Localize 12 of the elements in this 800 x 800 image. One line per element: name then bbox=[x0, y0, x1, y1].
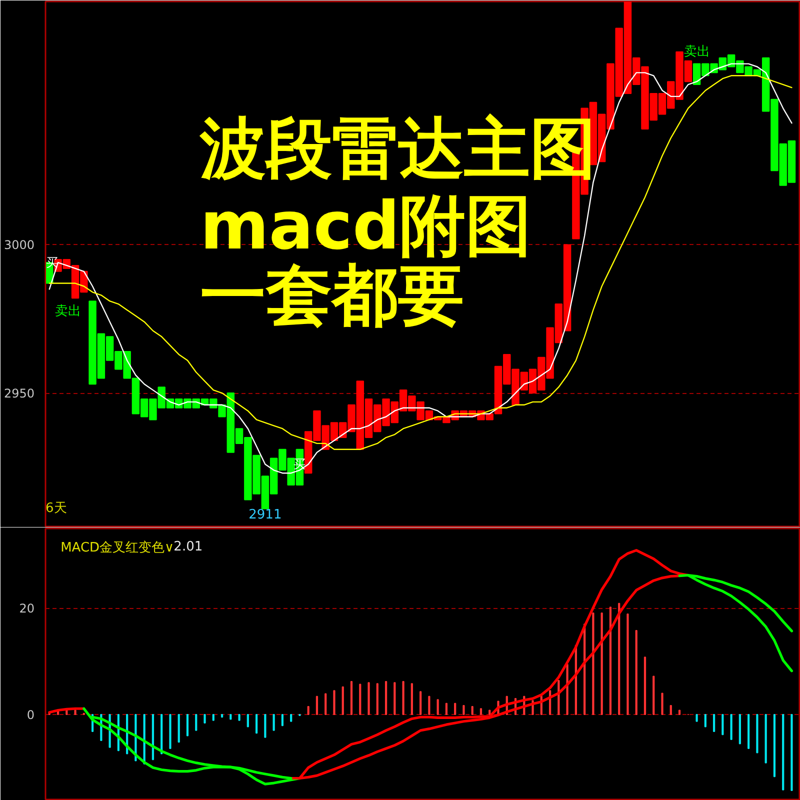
y-tick-label: 0 bbox=[26, 708, 35, 722]
annotation: 一套都要 bbox=[200, 257, 464, 334]
annotation: 2911 bbox=[248, 508, 282, 523]
y-tick-label: 2950 bbox=[4, 386, 35, 401]
annotation: 买 bbox=[46, 256, 58, 270]
annotation: 2.01 bbox=[174, 540, 203, 555]
y-tick-label: 3000 bbox=[4, 238, 35, 252]
text: MACD金叉红变色∨ bbox=[60, 540, 174, 556]
y-tick-label: 20 bbox=[19, 602, 35, 616]
annotation: 卖出 bbox=[55, 304, 82, 319]
annotation: 卖出 bbox=[684, 44, 710, 60]
annotation: 6天 bbox=[46, 501, 67, 516]
